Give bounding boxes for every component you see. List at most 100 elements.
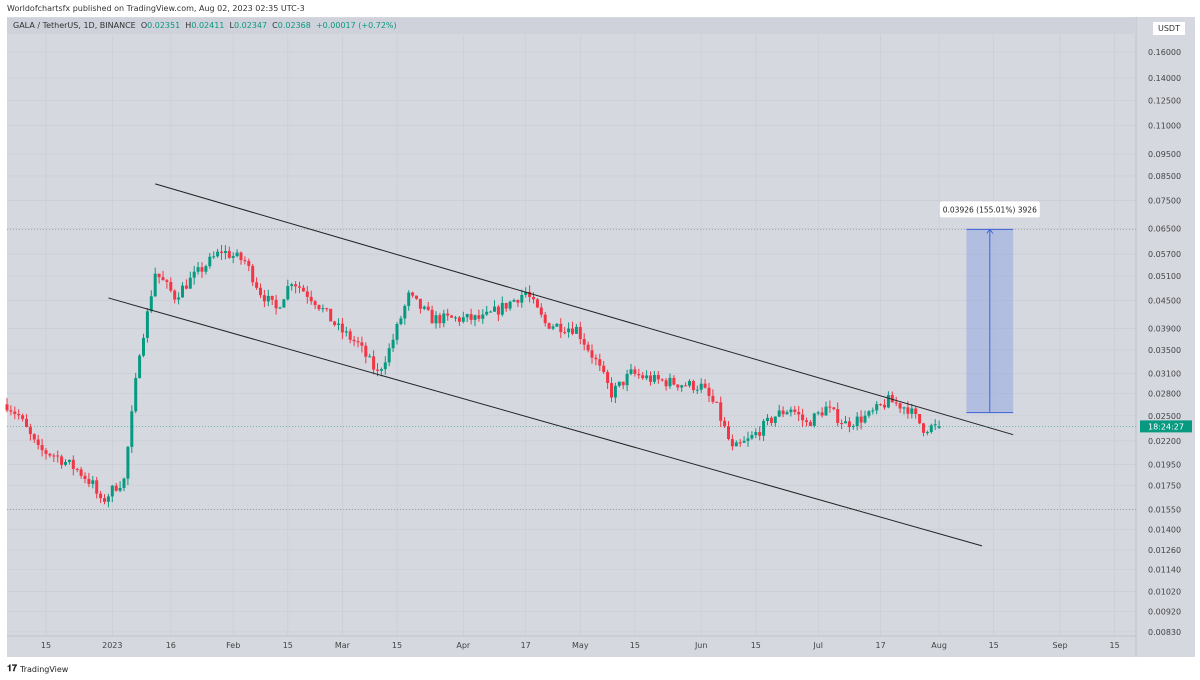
- candle-body: [929, 425, 933, 433]
- candle-body: [220, 251, 223, 254]
- candle-body: [481, 314, 485, 319]
- candle-body: [403, 305, 407, 319]
- low-value: 0.02347: [233, 21, 268, 30]
- candle-body: [60, 456, 64, 465]
- candle-body: [223, 250, 227, 254]
- y-tick-label: 0.02500: [1148, 412, 1181, 421]
- candle-body: [879, 404, 883, 406]
- candle-body: [863, 415, 867, 423]
- candle-body: [559, 323, 563, 333]
- candle-body: [812, 413, 816, 426]
- candle-body: [114, 485, 118, 491]
- candle-body: [937, 426, 941, 428]
- tradingview-logo[interactable]: 𝟏𝟕 TradingView: [7, 664, 68, 674]
- candle-body: [855, 416, 859, 426]
- candle-body: [762, 420, 766, 436]
- y-tick-label: 0.03100: [1148, 370, 1181, 379]
- currency-button[interactable]: USDT: [1153, 22, 1185, 35]
- candle-body: [637, 373, 641, 376]
- candle-body: [134, 378, 138, 412]
- candle-body: [574, 326, 578, 334]
- candle-body: [149, 296, 153, 312]
- publisher-line: Worldofchartsfx published on TradingView…: [7, 4, 305, 13]
- candle-body: [828, 406, 832, 408]
- candle-body: [71, 459, 75, 469]
- candle-body: [820, 412, 824, 416]
- candle-body: [188, 277, 192, 289]
- candle-body: [918, 414, 922, 424]
- candle-body: [391, 339, 395, 349]
- candle-body: [95, 480, 99, 494]
- candle-body: [208, 256, 212, 267]
- candle-body: [25, 418, 28, 427]
- candle-body: [715, 401, 719, 403]
- candle-body: [274, 299, 278, 309]
- candle-body: [680, 385, 684, 388]
- y-tick-label: 0.08500: [1148, 172, 1181, 181]
- candle-body: [613, 385, 617, 398]
- candle-body: [418, 298, 422, 309]
- candle-body: [590, 350, 594, 358]
- countdown-badge: [1140, 420, 1192, 433]
- candle-body: [512, 300, 516, 302]
- candle-body: [695, 389, 699, 391]
- symbol-legend: GALA / TetherUS, 1D, BINANCE O0.02351 H0…: [7, 18, 1136, 34]
- candle-body: [360, 342, 364, 346]
- x-tick-label: 15: [283, 641, 293, 650]
- candle-body: [161, 277, 165, 281]
- candle-body: [496, 306, 500, 315]
- candle-body: [13, 411, 17, 414]
- candle-body: [173, 290, 177, 300]
- candle-body: [457, 317, 461, 322]
- candle-body: [906, 407, 910, 414]
- y-tick-label: 0.02800: [1148, 390, 1181, 399]
- candle-body: [894, 402, 898, 404]
- candle-body: [625, 373, 629, 386]
- candle-body: [746, 438, 750, 441]
- candle-body: [348, 331, 352, 340]
- candle-body: [376, 369, 379, 371]
- candle-body: [555, 323, 559, 327]
- candle-body: [231, 256, 235, 258]
- candle-body: [461, 317, 465, 322]
- candle-body: [660, 379, 664, 381]
- candle-body: [181, 285, 184, 298]
- candle-body: [606, 371, 610, 384]
- candle-body: [446, 313, 450, 316]
- candle-body: [738, 442, 742, 444]
- candle-body: [571, 328, 574, 334]
- candle-body: [473, 315, 477, 320]
- candle-body: [212, 256, 216, 258]
- candle-body: [364, 345, 368, 357]
- candle-body: [793, 409, 797, 412]
- candle-body: [652, 374, 656, 382]
- candle-body: [594, 357, 598, 360]
- candle-body: [754, 432, 758, 436]
- candle-body: [773, 416, 777, 423]
- candle-body: [633, 369, 637, 374]
- candle-body: [871, 410, 875, 412]
- candle-body: [184, 285, 188, 289]
- y-tick-label: 0.01260: [1148, 546, 1181, 555]
- candle-body: [422, 306, 426, 309]
- candle-body: [493, 306, 496, 312]
- candle-body: [902, 407, 906, 409]
- candle-body: [177, 297, 181, 300]
- candle-body: [867, 411, 871, 416]
- candle-body: [703, 383, 707, 388]
- candle-body: [438, 315, 442, 324]
- arrow-head-icon: [986, 228, 994, 234]
- candle-body: [730, 439, 734, 447]
- candle-body: [808, 422, 812, 426]
- candle-body: [543, 314, 547, 324]
- candle-body: [251, 265, 255, 283]
- candle-body: [656, 374, 660, 380]
- candle-body: [875, 404, 879, 411]
- candle-body: [910, 408, 914, 414]
- candle-body: [711, 395, 715, 402]
- y-tick-label: 0.16000: [1148, 48, 1181, 57]
- candle-body: [142, 337, 145, 356]
- candle-body: [586, 344, 590, 351]
- candle-body: [294, 284, 298, 287]
